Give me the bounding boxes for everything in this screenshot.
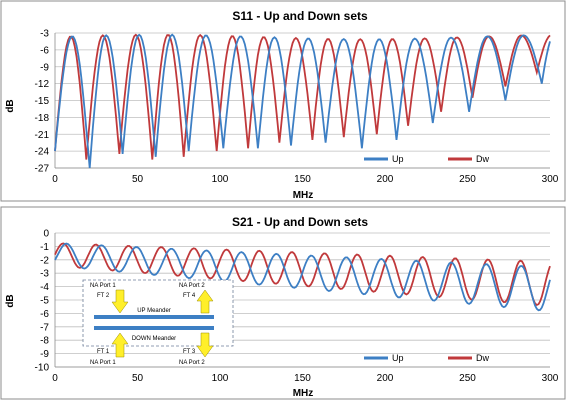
ft3-arrow-icon bbox=[196, 332, 214, 358]
x-tick-label: 0 bbox=[52, 373, 58, 384]
series-line-up bbox=[54, 242, 551, 312]
s11-title: S11 - Up and Down sets bbox=[232, 9, 368, 23]
y-tick-label: -12 bbox=[35, 79, 50, 90]
x-tick-label: 300 bbox=[542, 174, 559, 185]
s11-grid bbox=[54, 32, 550, 169]
y-tick-label: -21 bbox=[35, 130, 50, 141]
x-tick-label: 200 bbox=[377, 174, 394, 185]
s21-lines bbox=[54, 242, 551, 312]
s11-legend-dw-label: Dw bbox=[476, 154, 489, 164]
ft2-arrow-icon bbox=[111, 289, 129, 314]
x-tick-label: 150 bbox=[294, 373, 311, 384]
y-tick-label: -4 bbox=[40, 282, 49, 293]
na-port1-bottom-label: NA Port 1 bbox=[90, 360, 116, 366]
s11-y-axis-label: dB bbox=[5, 99, 16, 112]
ft1-arrow-icon bbox=[111, 332, 129, 358]
na-port2-bottom-label: NA Port 2 bbox=[179, 360, 205, 366]
na-port2-top-label: NA Port 2 bbox=[179, 283, 205, 289]
y-tick-label: -18 bbox=[35, 113, 50, 124]
na-port1-top-label: NA Port 1 bbox=[90, 283, 116, 289]
y-tick-label: -3 bbox=[40, 29, 49, 40]
s11-legend: Up Dw bbox=[364, 154, 489, 164]
ft4-arrow-icon bbox=[196, 289, 214, 314]
y-tick-label: -27 bbox=[35, 164, 50, 175]
y-tick-label: -3 bbox=[40, 269, 49, 280]
down-meander-line bbox=[94, 326, 214, 330]
s21-legend: Up Dw bbox=[364, 353, 489, 363]
y-tick-label: -2 bbox=[40, 255, 49, 266]
s11-y-ticks: -3 -6 -9 -12 -15 -18 -21 -24 -27 bbox=[35, 29, 50, 175]
y-tick-label: -6 bbox=[40, 45, 49, 56]
y-tick-label: -8 bbox=[40, 336, 49, 347]
y-tick-label: -9 bbox=[40, 62, 49, 73]
down-meander-label: DOWN Meander bbox=[132, 336, 176, 342]
meander-inset: UP Meander DOWN Meander NA Port 1 NA Por… bbox=[82, 279, 234, 366]
x-tick-label: 250 bbox=[459, 174, 476, 185]
ft2-label: FT 2 bbox=[97, 293, 110, 299]
s21-title: S21 - Up and Down sets bbox=[232, 215, 368, 229]
x-tick-label: 0 bbox=[52, 174, 58, 185]
s11-legend-up-label: Up bbox=[392, 154, 404, 164]
y-tick-label: 0 bbox=[43, 229, 49, 240]
x-tick-label: 100 bbox=[212, 373, 229, 384]
y-tick-label: -10 bbox=[35, 363, 50, 374]
s21-legend-up-label: Up bbox=[392, 353, 404, 363]
up-meander-line bbox=[94, 315, 214, 319]
y-tick-label: -24 bbox=[35, 147, 50, 158]
x-tick-label: 300 bbox=[542, 373, 559, 384]
up-meander-label: UP Meander bbox=[137, 308, 171, 314]
y-tick-label: -9 bbox=[40, 349, 49, 360]
s21-x-axis-label: MHz bbox=[293, 388, 314, 399]
x-tick-label: 150 bbox=[294, 174, 311, 185]
y-tick-label: -6 bbox=[40, 309, 49, 320]
x-tick-label: 200 bbox=[377, 373, 394, 384]
y-tick-label: -15 bbox=[35, 96, 50, 107]
s11-panel: S11 - Up and Down sets -3 -6 -9 -12 -15 -18 -2… bbox=[0, 0, 566, 202]
s21-panel: S21 - Up and Down sets 0 -1 -2 -3 -4 -5 -6 -7 -8… bbox=[0, 206, 566, 400]
series-line-dw bbox=[54, 242, 551, 306]
y-tick-label: -5 bbox=[40, 296, 49, 307]
s21-x-ticks: 0 50 100 150 200 250 300 bbox=[52, 373, 559, 384]
x-tick-label: 100 bbox=[212, 174, 229, 185]
s21-y-axis-label: dB bbox=[5, 294, 16, 307]
ft1-label: FT 1 bbox=[97, 349, 110, 355]
ft3-label: FT 3 bbox=[183, 349, 196, 355]
x-tick-label: 250 bbox=[459, 373, 476, 384]
s11-x-axis-label: MHz bbox=[293, 190, 314, 201]
s21-y-ticks: 0 -1 -2 -3 -4 -5 -6 -7 -8 -9 -10 bbox=[35, 229, 50, 374]
y-tick-label: -1 bbox=[40, 242, 49, 253]
x-tick-label: 50 bbox=[132, 373, 144, 384]
s11-lines bbox=[54, 33, 551, 169]
y-tick-label: -7 bbox=[40, 322, 49, 333]
s11-x-ticks: 0 50 100 150 200 250 300 bbox=[52, 174, 559, 185]
series-line-up bbox=[54, 33, 551, 169]
ft4-label: FT 4 bbox=[183, 293, 196, 299]
s21-legend-dw-label: Dw bbox=[476, 353, 489, 363]
x-tick-label: 50 bbox=[132, 174, 144, 185]
